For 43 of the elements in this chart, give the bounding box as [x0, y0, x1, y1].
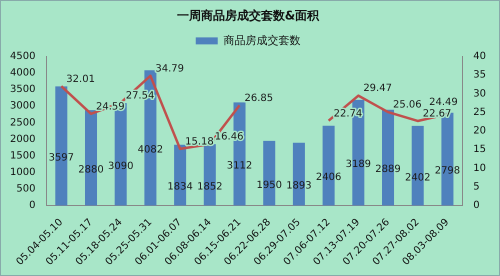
data-label: 2880 — [78, 164, 104, 176]
y2-tick-label: 30 — [473, 88, 486, 100]
data-label: 1950 — [256, 180, 282, 191]
y-tick-label: 1000 — [10, 166, 36, 178]
legend-label: 商品房成交套数 — [223, 34, 300, 47]
data-label: 3090 — [108, 160, 134, 172]
y2-tick-label: 40 — [473, 50, 486, 62]
y-tick-label: 4500 — [10, 50, 36, 62]
y2-tick-label: 10 — [473, 162, 486, 174]
y-tick-label: 2500 — [10, 117, 36, 128]
data-label: 34.79 — [155, 63, 184, 74]
chart-title: 一周商品房成交套数&面积 — [176, 8, 320, 22]
data-label: 2402 — [404, 172, 430, 184]
data-label: 16.46 — [214, 132, 244, 143]
y-tick-label: 3000 — [10, 100, 36, 112]
data-label: 1893 — [286, 180, 312, 192]
data-label: 4082 — [138, 144, 164, 156]
data-label: 24.59 — [96, 101, 125, 112]
y-tick-label: 0 — [29, 200, 36, 212]
data-label: 3112 — [226, 160, 252, 172]
y2-tick-label: 0 — [473, 200, 480, 212]
data-label: 2889 — [375, 164, 401, 176]
y2-tick-label: 25 — [473, 106, 486, 118]
data-label: 2798 — [434, 166, 460, 177]
data-label: 25.06 — [393, 100, 422, 111]
data-label: 3597 — [48, 152, 74, 164]
y2-tick-label: 15 — [473, 144, 486, 156]
data-label: 24.49 — [429, 96, 458, 108]
data-label: 2406 — [316, 172, 342, 184]
y-tick-label: 3500 — [10, 84, 36, 96]
data-label: 1852 — [197, 181, 223, 192]
y-tick-label: 500 — [16, 184, 36, 195]
data-label: 32.01 — [66, 74, 95, 85]
y2-tick-label: 5 — [473, 181, 480, 192]
y-tick-label: 2000 — [10, 134, 36, 145]
y2-tick-label: 20 — [473, 126, 486, 137]
data-label: 29.47 — [363, 83, 392, 94]
data-label: 1834 — [167, 182, 193, 193]
y2-tick-label: 35 — [473, 70, 486, 81]
y-tick-label: 1500 — [10, 150, 36, 162]
y-tick-label: 4000 — [10, 68, 36, 79]
data-label: 3189 — [346, 159, 372, 170]
data-label: 26.85 — [244, 93, 274, 104]
